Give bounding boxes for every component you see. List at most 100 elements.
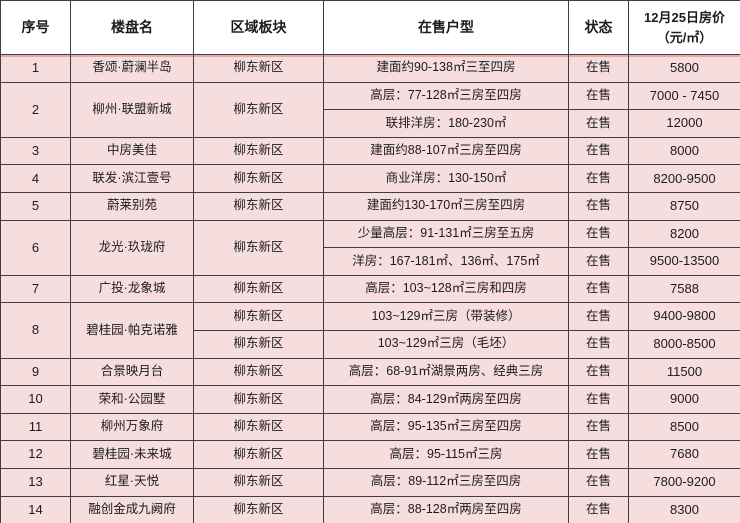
- cell-unit-type: 高层：95-135㎡三房至四房: [323, 412, 569, 442]
- cell-serial: 14: [0, 495, 71, 523]
- header-price: 12月25日房价 （元/㎡）: [628, 0, 740, 55]
- cell-serial: 2: [0, 81, 71, 138]
- cell-price: 9500-13500: [628, 247, 740, 276]
- cell-project-name: 广投·龙象城: [70, 274, 194, 304]
- cell-unit-type: 103~129㎡三房（毛坯）: [323, 329, 569, 359]
- cell-unit-type: 高层：77-128㎡三房至四房: [323, 81, 569, 111]
- cell-serial: 5: [0, 191, 71, 221]
- cell-project-name: 合景映月台: [70, 357, 194, 387]
- cell-serial: 9: [0, 357, 71, 387]
- cell-project-name: 碧桂园·帕克诺雅: [70, 302, 194, 359]
- cell-project-name: 蔚莱别苑: [70, 191, 194, 221]
- cell-price: 8300: [628, 495, 740, 523]
- cell-status: 在售: [568, 136, 629, 166]
- table-row: 12 碧桂园·未来城 柳东新区 高层：95-115㎡三房 在售 7680: [0, 440, 740, 469]
- table-row: 5 蔚莱别苑 柳东新区 建面约130-170㎡三房至四房 在售 8750: [0, 191, 740, 221]
- header-status: 状态: [568, 0, 629, 55]
- header-price-line2: （元/㎡）: [656, 29, 713, 45]
- table-row: 13 红星·天悦 柳东新区 高层：89-112㎡三房至四房 在售 7800-9200: [0, 467, 740, 497]
- cell-serial: 12: [0, 440, 71, 469]
- cell-unit-type: 少量高层：91-131㎡三房至五房: [323, 219, 569, 249]
- cell-region: 柳东新区: [193, 219, 324, 276]
- cell-status: 在售: [568, 467, 629, 497]
- cell-unit-type: 高层：68-91㎡湖景两房、经典三房: [323, 357, 569, 387]
- cell-price: 7000 - 7450: [628, 81, 740, 111]
- cell-region: 柳东新区: [193, 357, 324, 387]
- table-row: 联排洋房：180-230㎡ 在售 12000: [1, 109, 740, 138]
- cell-serial: 7: [0, 274, 71, 304]
- cell-price: 8500: [628, 412, 740, 442]
- cell-status: 在售: [568, 495, 629, 523]
- cell-region: 柳东新区: [193, 54, 324, 83]
- cell-unit-type: 高层：89-112㎡三房至四房: [323, 467, 569, 497]
- table-row: 4 联发·滨江壹号 柳东新区 商业洋房：130-150㎡ 在售 8200-9500: [0, 164, 740, 193]
- cell-price: 7680: [628, 440, 740, 469]
- cell-status: 在售: [568, 54, 629, 83]
- cell-price: 9000: [628, 385, 740, 414]
- cell-unit-type: 建面约88-107㎡三房至四房: [323, 136, 569, 166]
- cell-region: 柳东新区: [193, 495, 324, 523]
- table-row: 2 柳州·联盟新城 柳东新区 高层：77-128㎡三房至四房 在售 7000 - 7450: [0, 81, 740, 138]
- cell-serial: 11: [0, 412, 71, 442]
- cell-status: 在售: [568, 412, 629, 442]
- cell-serial: 13: [0, 467, 71, 497]
- table-row: 14 融创金成九阙府 柳东新区 高层：88-128㎡两房至四房 在售 8300: [0, 495, 740, 523]
- cell-region: 柳东新区: [193, 329, 324, 359]
- cell-region: 柳东新区: [193, 274, 324, 304]
- cell-project-name: 荣和·公园墅: [70, 385, 194, 414]
- cell-region: 柳东新区: [193, 385, 324, 414]
- cell-unit-type: 建面约90-138㎡三至四房: [323, 54, 569, 83]
- cell-status: 在售: [568, 357, 629, 387]
- cell-region: 柳东新区: [193, 412, 324, 442]
- cell-status: 在售: [568, 191, 629, 221]
- cell-serial: 3: [0, 136, 71, 166]
- table-row: 3 中房美佳 柳东新区 建面约88-107㎡三房至四房 在售 8000: [0, 136, 740, 166]
- cell-price: 8000-8500: [628, 329, 740, 359]
- cell-status: 在售: [568, 109, 629, 138]
- cell-unit-type: 建面约130-170㎡三房至四房: [323, 191, 569, 221]
- cell-unit-type: 高层：84-129㎡两房至四房: [323, 385, 569, 414]
- cell-serial: 10: [0, 385, 71, 414]
- cell-status: 在售: [568, 302, 629, 331]
- cell-region: 柳东新区: [193, 467, 324, 497]
- cell-serial: 8: [0, 302, 71, 359]
- cell-project-name: 中房美佳: [70, 136, 194, 166]
- header-unit-type: 在售户型: [323, 0, 569, 55]
- cell-unit-type: 洋房：167-181㎡、136㎡、175㎡: [323, 247, 569, 276]
- cell-region: 柳东新区: [193, 440, 324, 469]
- cell-project-name: 香颂·蔚澜半岛: [70, 54, 194, 83]
- cell-project-name: 融创金成九阙府: [70, 495, 194, 523]
- cell-serial: 6: [0, 219, 71, 276]
- table-row: 11 柳州万象府 柳东新区 高层：95-135㎡三房至四房 在售 8500: [0, 412, 740, 442]
- cell-unit-type: 103~129㎡三房（带装修）: [323, 302, 569, 331]
- cell-project-name: 柳州万象府: [70, 412, 194, 442]
- cell-project-name: 龙光·玖珑府: [70, 219, 194, 276]
- cell-region: 柳东新区: [193, 136, 324, 166]
- table-body: 1 香颂·蔚澜半岛 柳东新区 建面约90-138㎡三至四房 在售 5800 2 柳州·联盟新城…: [0, 54, 740, 523]
- cell-project-name: 红星·天悦: [70, 467, 194, 497]
- table-row: 1 香颂·蔚澜半岛 柳东新区 建面约90-138㎡三至四房 在售 5800: [0, 54, 740, 83]
- cell-price: 9400-9800: [628, 302, 740, 331]
- header-row: 序号 楼盘名 区域板块 在售户型 状态 12月25日房价 （元/㎡）: [0, 0, 740, 55]
- header-serial: 序号: [0, 0, 71, 55]
- cell-unit-type: 高层：103~128㎡三房和四房: [323, 274, 569, 304]
- cell-project-name: 碧桂园·未来城: [70, 440, 194, 469]
- cell-price: 8000: [628, 136, 740, 166]
- cell-price: 11500: [628, 357, 740, 387]
- header-project-name: 楼盘名: [70, 0, 194, 55]
- cell-project-name: 联发·滨江壹号: [70, 164, 194, 193]
- cell-unit-type: 高层：88-128㎡两房至四房: [323, 495, 569, 523]
- cell-price: 7588: [628, 274, 740, 304]
- header-price-line1: 12月25日房价: [644, 10, 725, 25]
- cell-region: 柳东新区: [193, 164, 324, 193]
- cell-price: 8200: [628, 219, 740, 249]
- table-row: 柳东新区 103~129㎡三房（毛坯） 在售 8000-8500: [1, 329, 740, 359]
- cell-status: 在售: [568, 164, 629, 193]
- cell-status: 在售: [568, 219, 629, 249]
- cell-status: 在售: [568, 385, 629, 414]
- cell-region: 柳东新区: [193, 191, 324, 221]
- cell-unit-type: 商业洋房：130-150㎡: [323, 164, 569, 193]
- cell-serial: 4: [0, 164, 71, 193]
